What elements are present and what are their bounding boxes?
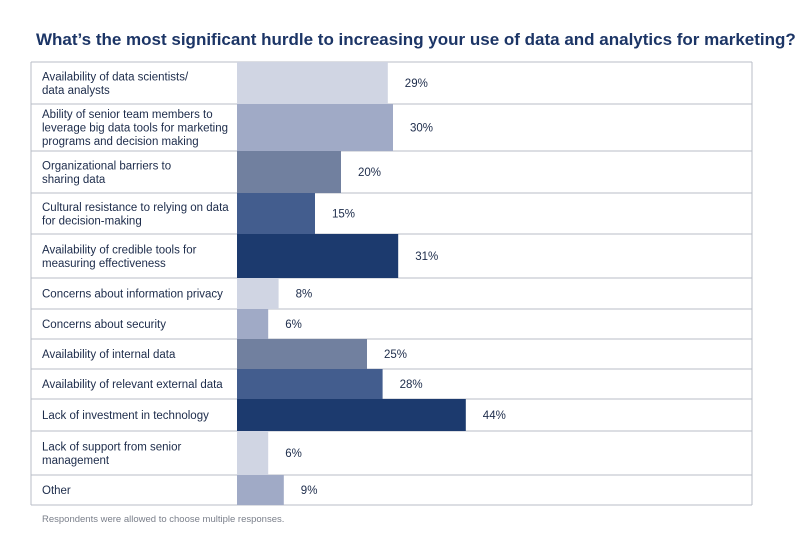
bar-12 <box>237 475 284 505</box>
chart-rows: Availability of data scientists/data ana… <box>30 61 753 506</box>
bar-6 <box>237 278 279 309</box>
value-label: 29% <box>405 78 428 90</box>
category-label: Availability of relevant external data <box>42 379 223 391</box>
bar-8 <box>237 339 367 369</box>
bar-7 <box>237 309 269 339</box>
value-label: 6% <box>285 319 302 331</box>
category-label: Concerns about information privacy <box>42 289 223 301</box>
value-label: 20% <box>358 167 381 179</box>
bar-1 <box>237 62 388 104</box>
value-label: 44% <box>483 410 506 422</box>
category-label: Lack of investment in technology <box>42 410 209 422</box>
value-label: 30% <box>410 123 433 135</box>
bar-9 <box>237 369 383 399</box>
value-label: 28% <box>400 379 423 391</box>
value-label: 8% <box>296 289 313 301</box>
category-label: Availability of data scientists/data ana… <box>42 71 189 97</box>
bar-5 <box>237 234 399 278</box>
bar-10 <box>237 399 466 431</box>
chart-note: Respondents were allowed to choose multi… <box>42 514 285 525</box>
category-label: Ability of senior team members to leverag… <box>42 109 228 148</box>
category-label: Availability of internal data <box>42 349 176 361</box>
chart-title: What’s the most significant hurdle to in… <box>36 30 796 49</box>
category-label: Lack of support from senior management <box>42 441 182 467</box>
value-label: 15% <box>332 209 355 221</box>
value-label: 6% <box>285 448 302 460</box>
bar-4 <box>237 193 315 234</box>
value-label: 9% <box>301 485 318 497</box>
value-label: 31% <box>415 251 438 263</box>
category-label: Other <box>42 485 71 497</box>
bar-11 <box>237 431 269 475</box>
category-label: Organizational barriers to sharing data <box>42 160 171 186</box>
category-label: Concerns about security <box>42 319 166 331</box>
category-label: Cultural resistance to relying on data fo… <box>42 202 229 228</box>
bar-2 <box>237 104 393 151</box>
bar-3 <box>237 151 341 193</box>
value-label: 25% <box>384 349 407 361</box>
category-label: Availability of credible tools for measur… <box>42 244 197 270</box>
